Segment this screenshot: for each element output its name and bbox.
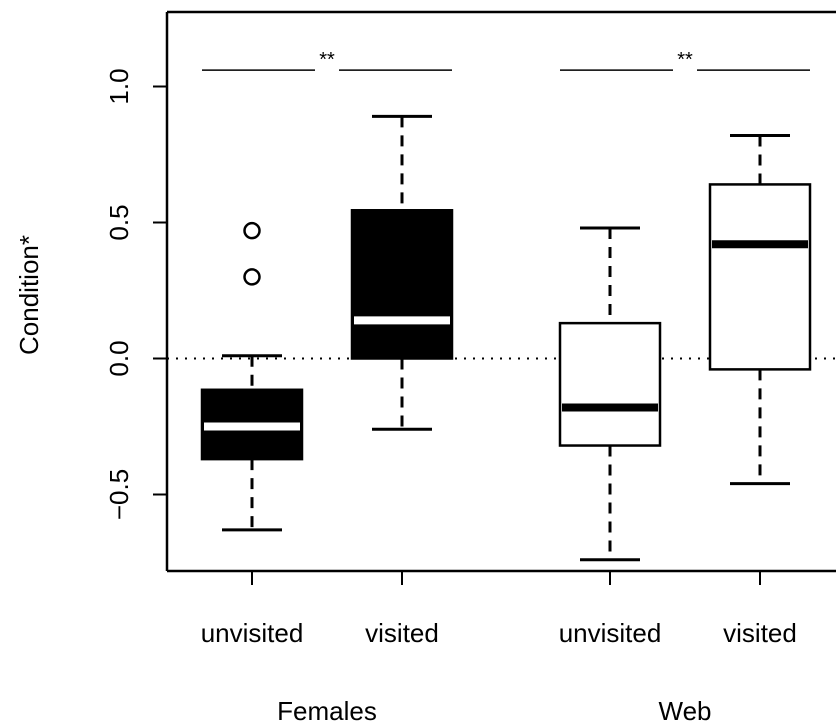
x-tick-label: visited (365, 618, 439, 648)
y-tick-label: −0.5 (104, 469, 134, 520)
x-tick-label: unvisited (201, 618, 304, 648)
x-tick-label: unvisited (559, 618, 662, 648)
box-iqr (708, 183, 812, 371)
group-label: Web (659, 696, 712, 726)
outlier-point (243, 221, 261, 240)
y-tick-label: 0.0 (104, 340, 134, 376)
significance-label: ** (677, 49, 693, 71)
y-tick-label: 0.5 (104, 204, 134, 240)
outlier-point (243, 268, 261, 286)
significance-label: ** (319, 49, 335, 71)
axes-layer: −0.5 0.0 0.5 1.0 unvisited visited Females unvi… (104, 10, 836, 726)
group-label: Females (277, 696, 377, 726)
boxes-layer (200, 114, 812, 562)
y-axis-title: Condition* (14, 235, 44, 355)
box-iqr (558, 321, 662, 447)
box-iqr (350, 209, 454, 360)
y-tick-label: 1.0 (104, 68, 134, 104)
significance-layer: ** ** (202, 49, 810, 71)
x-tick-label: visited (723, 618, 797, 648)
